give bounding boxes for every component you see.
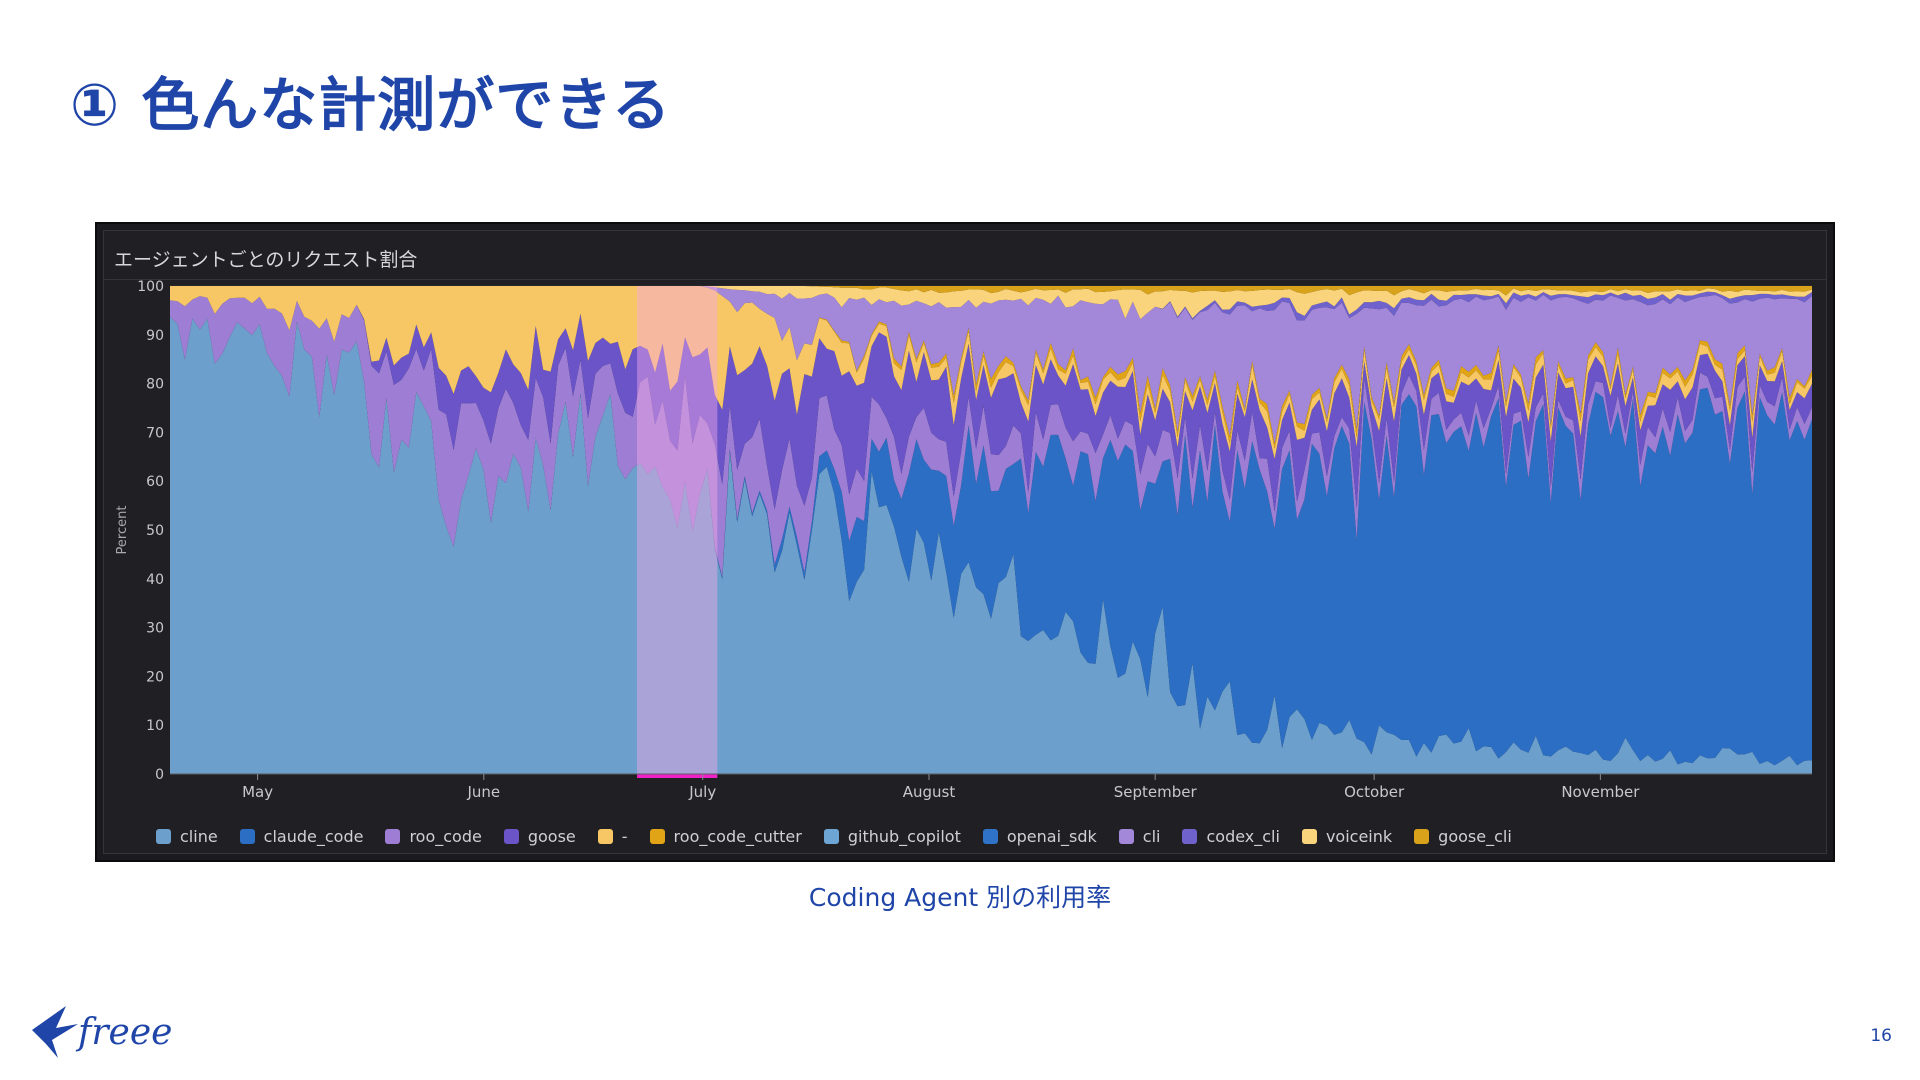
highlight-band — [637, 286, 718, 774]
y-tick-label: 70 — [146, 425, 164, 441]
legend-label: claude_code — [263, 827, 364, 846]
y-tick-label: 80 — [146, 377, 164, 393]
legend-item-roo-code[interactable]: roo_code — [385, 827, 482, 846]
legend-label: cli — [1142, 827, 1161, 846]
legend-swatch — [156, 829, 171, 844]
x-tick-label-november: November — [1561, 783, 1640, 801]
legend-item-voiceink[interactable]: voiceink — [1301, 827, 1393, 846]
legend-item-cli[interactable]: cli — [1118, 827, 1161, 846]
series-area-- — [170, 286, 1812, 459]
y-tick-label: 10 — [146, 718, 164, 734]
series-area-goose-cli — [170, 286, 1812, 296]
series-area-claude-code — [170, 316, 1812, 766]
y-tick-label: 50 — [146, 523, 164, 539]
legend-item-github-copilot[interactable]: github_copilot — [823, 827, 961, 846]
legend-swatch — [982, 829, 998, 844]
legend-swatch — [503, 829, 519, 844]
freee-logo: freee — [32, 1006, 172, 1058]
legend-swatch — [1118, 829, 1134, 844]
legend-swatch — [597, 829, 613, 844]
x-tick-label-september: September — [1114, 783, 1198, 801]
legend-swatch — [823, 829, 839, 844]
legend-swatch — [385, 829, 401, 844]
chart-panel-inner: エージェントごとのリクエスト割合 0 10 20 30 40 50 60 70 80 90 100 P… — [103, 230, 1827, 854]
legend-label: voiceink — [1325, 827, 1393, 846]
legend-label: - — [621, 827, 628, 846]
legend-label: roo_code_cutter — [673, 827, 802, 846]
y-tick-label: 100 — [137, 279, 164, 295]
y-axis-label: Percent — [115, 506, 130, 555]
y-tick-label: 30 — [146, 621, 164, 637]
legend-item-codex-cli[interactable]: codex_cli — [1182, 827, 1280, 846]
series-area-cli — [170, 286, 1812, 444]
legend-item-claude-code[interactable]: claude_code — [239, 827, 364, 846]
legend-item-goose-cli[interactable]: goose_cli — [1414, 827, 1512, 846]
series-area-cline — [170, 316, 1812, 774]
legend-item--[interactable]: - — [597, 827, 628, 846]
legend-swatch — [649, 829, 665, 844]
y-tick-label: 90 — [146, 328, 164, 344]
bird-icon — [32, 1006, 78, 1058]
highlight-marker — [637, 774, 718, 778]
legend-swatch — [1301, 829, 1317, 844]
slide-caption: Coding Agent 別の利用率 — [808, 883, 1112, 912]
chart-legend: cline claude_code roo_code goose - roo_code_c… — [156, 827, 1534, 846]
x-tick-label-may: May — [242, 783, 273, 801]
series-area-voiceink — [170, 286, 1812, 320]
series-area-roo-code — [170, 296, 1812, 577]
x-tick-label-august: August — [903, 783, 956, 801]
legend-item-roo-code-cutter[interactable]: roo_code_cutter — [649, 827, 802, 846]
area-chart[interactable]: 0 10 20 30 40 50 60 70 80 90 100 Percent May June July… — [104, 231, 1830, 821]
series-area-goose — [170, 296, 1812, 512]
y-tick-label: 20 — [146, 669, 164, 685]
y-tick-label: 0 — [155, 767, 164, 783]
chart-title: エージェントごとのリクエスト割合 — [114, 249, 418, 271]
legend-swatch — [239, 829, 255, 844]
logo-wordmark: freee — [75, 1012, 172, 1053]
legend-label: cline — [180, 827, 218, 846]
legend-label: github_copilot — [847, 827, 961, 846]
x-tick-label-october: October — [1344, 783, 1405, 801]
slide-title: ① 色んな計測ができる — [70, 71, 672, 139]
y-tick-label: 60 — [146, 474, 164, 490]
legend-item-goose[interactable]: goose — [503, 827, 576, 846]
legend-label: goose_cli — [1438, 827, 1512, 846]
legend-label: goose — [527, 827, 576, 846]
legend-label: openai_sdk — [1006, 827, 1097, 846]
legend-item-cline[interactable]: cline — [156, 827, 218, 846]
legend-item-openai-sdk[interactable]: openai_sdk — [982, 827, 1097, 846]
x-tick-label-june: June — [466, 783, 500, 801]
chart-panel: エージェントごとのリクエスト割合 0 10 20 30 40 50 60 70 80 90 100 P… — [95, 222, 1835, 862]
legend-swatch — [1182, 829, 1198, 844]
y-tick-label: 40 — [146, 572, 164, 588]
panel-divider — [104, 279, 1826, 280]
page-number: 16 — [1870, 1026, 1892, 1046]
x-tick-label-july: July — [688, 783, 716, 801]
legend-label: codex_cli — [1206, 827, 1280, 846]
legend-swatch — [1414, 829, 1430, 844]
legend-label: roo_code — [409, 827, 482, 846]
